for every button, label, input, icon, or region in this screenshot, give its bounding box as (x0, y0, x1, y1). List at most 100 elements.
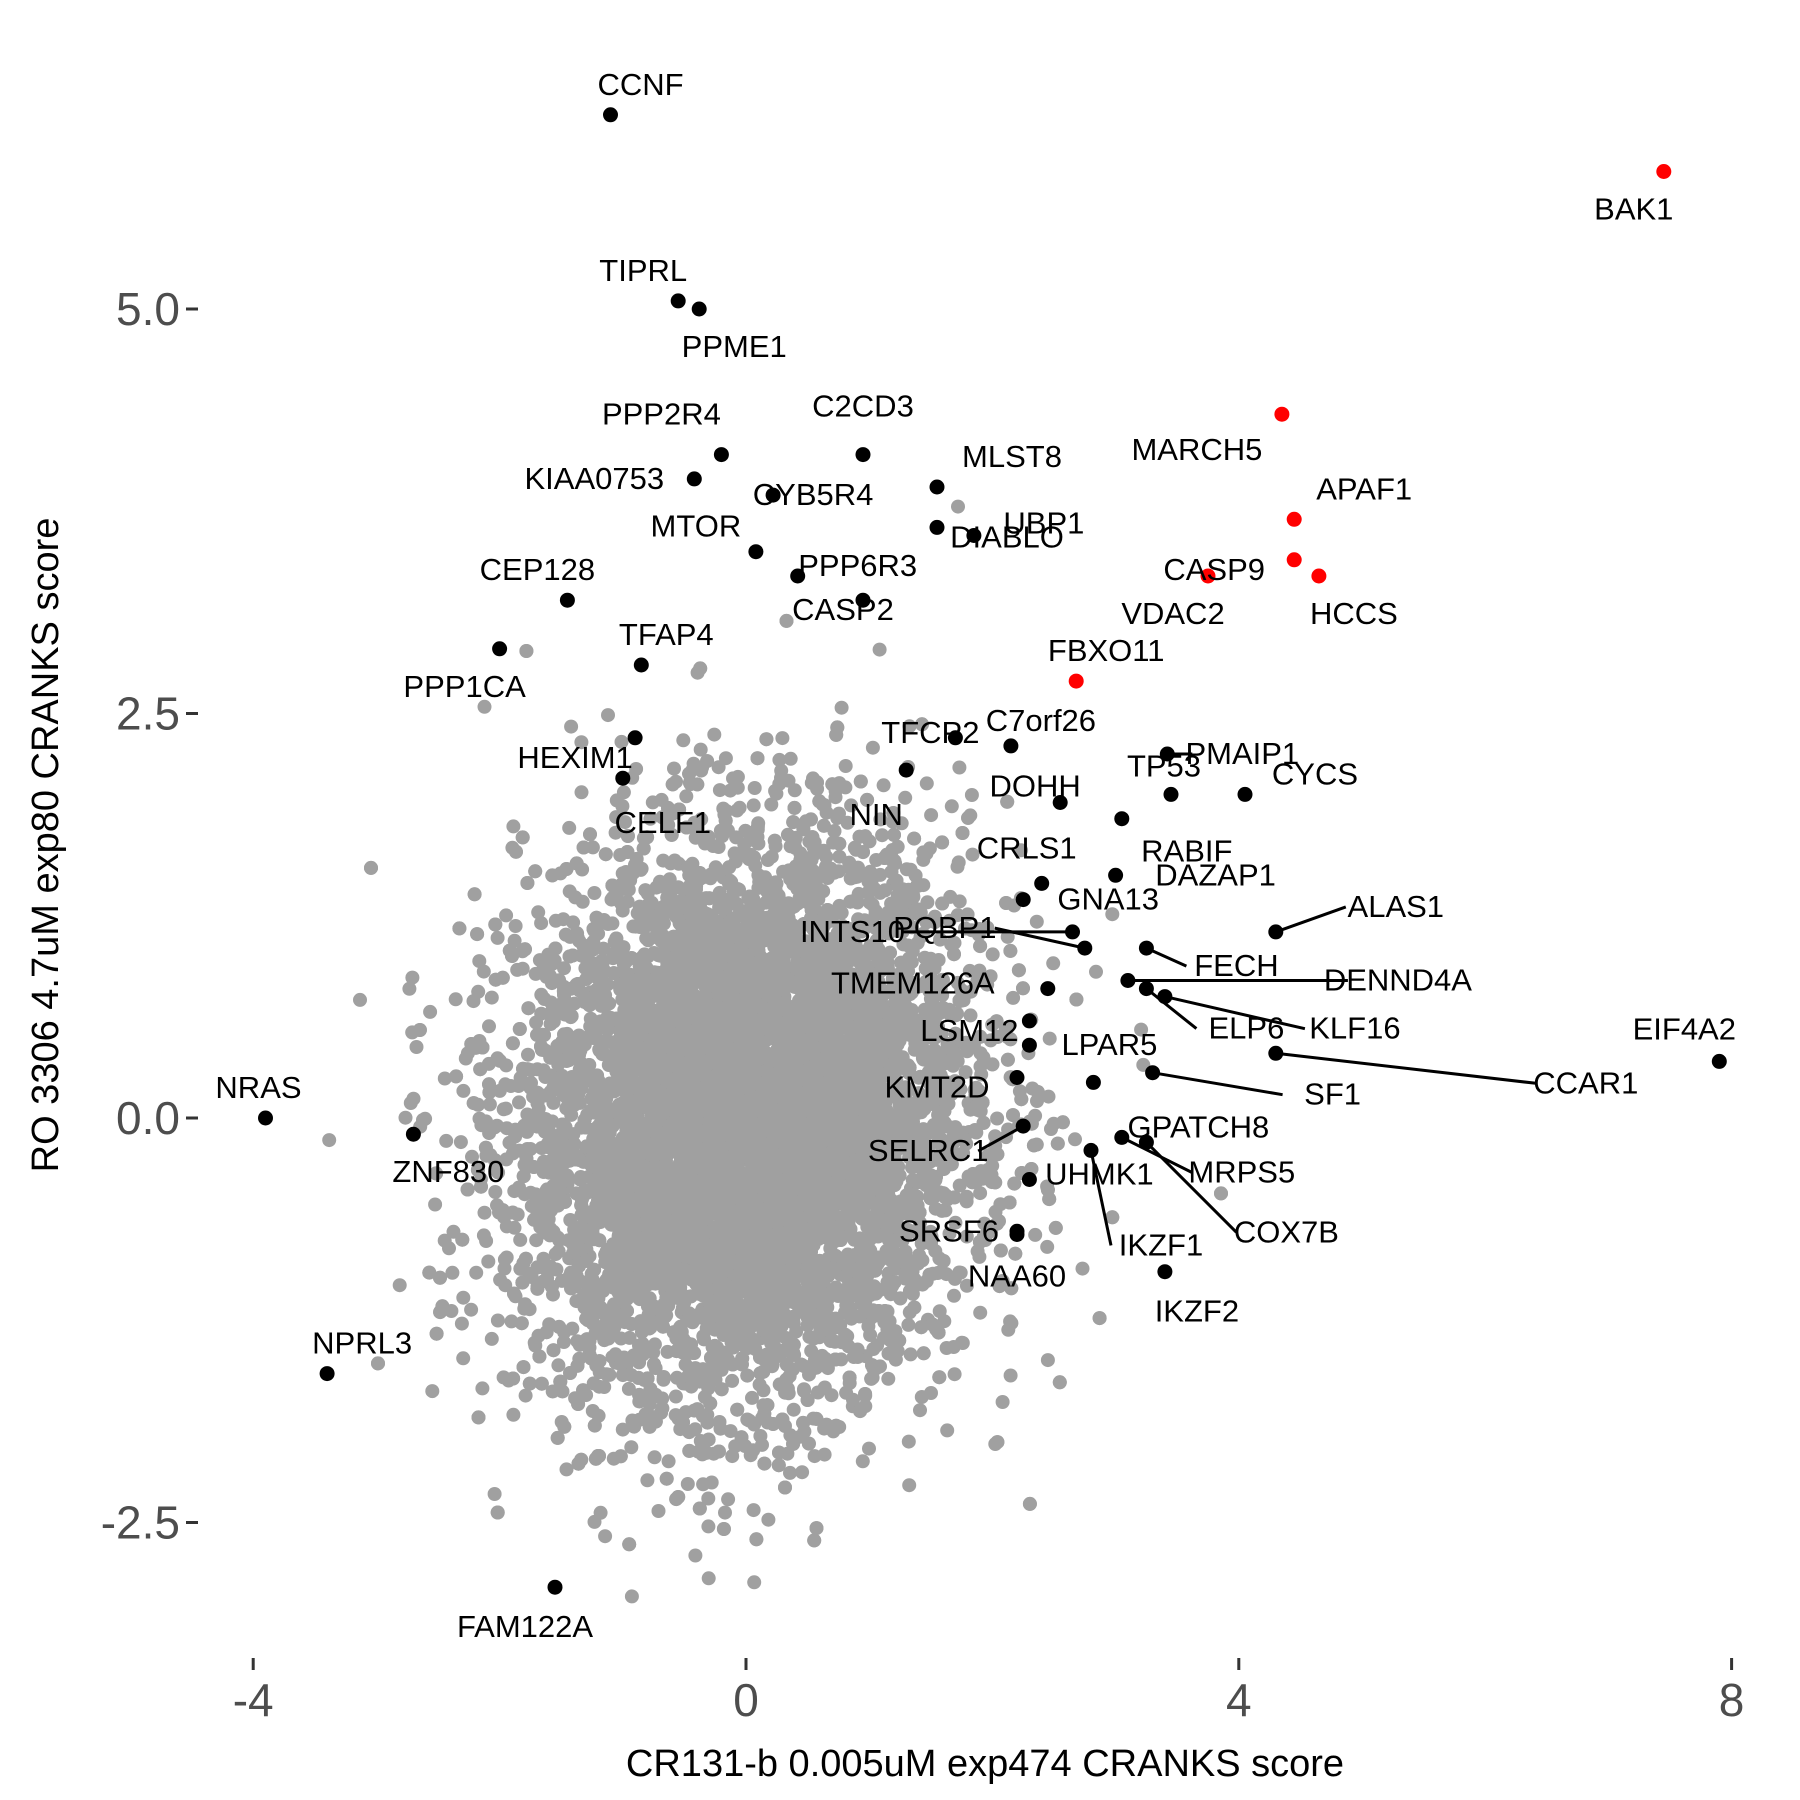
background-point (914, 1390, 929, 1404)
background-point (518, 1388, 533, 1403)
background-point (952, 1178, 967, 1193)
background-point (1068, 1132, 1082, 1147)
background-point (448, 992, 463, 1007)
background-point (903, 1347, 918, 1362)
background-point (601, 708, 615, 723)
background-point (598, 1529, 613, 1544)
background-point (940, 1423, 955, 1438)
background-point (1028, 1227, 1043, 1242)
background-point (855, 1454, 870, 1469)
background-point (862, 1441, 876, 1456)
background-point (712, 783, 727, 798)
background-point (481, 1254, 496, 1269)
background-point (718, 1505, 732, 1520)
background-point (559, 1462, 574, 1477)
background-point (624, 1589, 639, 1604)
background-point (693, 742, 708, 757)
background-point (919, 846, 934, 861)
background-point (952, 894, 967, 909)
background-point (944, 799, 959, 814)
background-point (651, 1504, 666, 1518)
background-point (465, 1149, 479, 1164)
background-point (482, 1097, 497, 1112)
background-point (615, 1422, 630, 1437)
background-point (643, 811, 658, 826)
background-point (506, 1407, 521, 1422)
background-point (456, 1083, 471, 1098)
background-point (489, 1163, 504, 1178)
background-point (775, 731, 790, 746)
background-point (707, 727, 722, 742)
background-point (490, 1313, 505, 1328)
background-point (1006, 990, 1021, 1005)
background-point (973, 1305, 988, 1320)
background-point (1029, 914, 1044, 929)
background-point (753, 1429, 768, 1443)
background-point (487, 1487, 502, 1501)
background-point (513, 1232, 528, 1247)
background-point (423, 1004, 438, 1019)
background-point (322, 1133, 337, 1148)
background-point (425, 1384, 440, 1399)
background-point (965, 847, 980, 862)
background-point (515, 961, 530, 976)
background-point (696, 1477, 711, 1492)
background-point (990, 1111, 1005, 1126)
background-point (959, 1278, 974, 1293)
background-point (668, 1389, 683, 1404)
background-point (469, 1265, 484, 1280)
background-point (445, 1265, 460, 1280)
background-point (453, 1135, 468, 1150)
background-point (948, 1215, 963, 1230)
background-point (405, 970, 420, 985)
background-point (409, 1040, 424, 1054)
background-point (985, 947, 1000, 962)
background-point (353, 992, 367, 1007)
background-point (439, 1133, 454, 1148)
background-point (475, 1381, 490, 1396)
background-point (772, 752, 787, 767)
background-points (322, 499, 1228, 1604)
background-point (747, 781, 762, 795)
background-point (865, 740, 880, 755)
background-point (508, 919, 523, 933)
background-point (562, 820, 577, 835)
background-point (1003, 1368, 1018, 1383)
background-point (1040, 1353, 1055, 1368)
background-point (795, 1465, 810, 1480)
background-point (464, 1302, 479, 1317)
background-point (919, 776, 934, 791)
background-point (743, 1448, 758, 1463)
background-point (587, 886, 602, 900)
background-point (614, 1331, 628, 1346)
background-point (680, 1477, 695, 1491)
background-point (1089, 964, 1103, 979)
background-point (551, 1358, 566, 1373)
background-point (746, 798, 761, 813)
background-point (499, 908, 514, 923)
background-point (574, 785, 589, 800)
background-point (624, 1440, 639, 1455)
background-point (924, 808, 939, 823)
background-point (676, 733, 691, 748)
background-point (456, 1290, 471, 1305)
background-point (1044, 1122, 1058, 1136)
background-point (747, 1575, 762, 1590)
background-point (844, 798, 859, 813)
background-point (947, 1367, 962, 1382)
background-point (608, 825, 623, 840)
background-point (688, 1548, 703, 1563)
background-point (824, 1388, 839, 1403)
background-point (947, 1288, 961, 1303)
background-point (725, 1449, 740, 1464)
background-point (490, 930, 505, 945)
background-point (701, 1571, 716, 1586)
background-point (456, 1351, 471, 1366)
background-point (834, 700, 849, 715)
background-point (901, 1317, 916, 1332)
background-point (983, 969, 998, 984)
background-point (761, 1512, 776, 1527)
background-point (679, 789, 694, 804)
background-point (872, 642, 887, 657)
background-point (484, 990, 499, 1005)
